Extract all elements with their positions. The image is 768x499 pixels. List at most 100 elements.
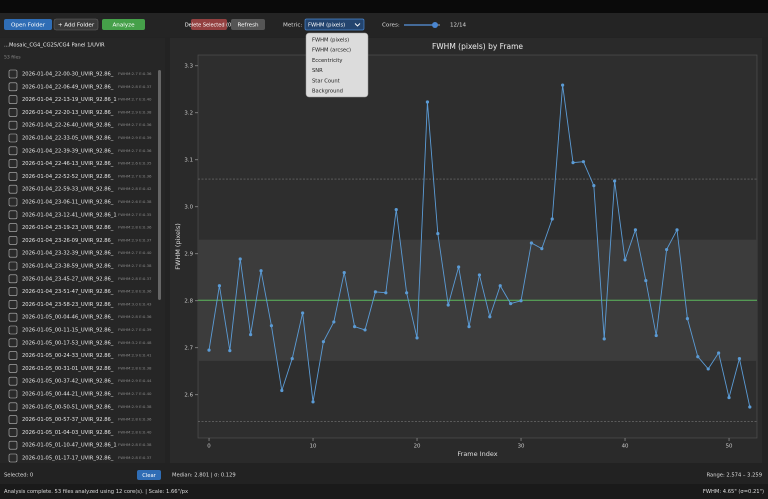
file-name[interactable]: 2026-01-05_00-37-42_UVIR_92.86_ bbox=[22, 379, 114, 385]
file-name[interactable]: 2026-01-04_22-06-49_UVIR_92.86_ bbox=[22, 84, 114, 90]
file-meta: FWHM:2.9 E:0.38 bbox=[118, 109, 152, 114]
data-point bbox=[509, 301, 513, 306]
toolbar-button[interactable] bbox=[4, 19, 52, 30]
file-checkbox[interactable] bbox=[8, 428, 18, 437]
data-point bbox=[540, 247, 544, 251]
file-checkbox[interactable] bbox=[8, 223, 18, 232]
file-name[interactable]: 2026-01-04_22-52-52_UVIR_92.86_ bbox=[22, 174, 114, 180]
data-point bbox=[217, 284, 222, 288]
file-checkbox[interactable] bbox=[8, 82, 18, 92]
file-checkbox[interactable] bbox=[8, 261, 18, 271]
file-checkbox[interactable] bbox=[8, 300, 18, 309]
dropdown-option[interactable]: Star Count bbox=[312, 78, 340, 84]
toolbar-button[interactable] bbox=[102, 19, 145, 30]
file-checkbox[interactable] bbox=[8, 440, 18, 450]
file-name[interactable]: 2026-01-04_22-13-19_UVIR_92.86_1 bbox=[22, 97, 117, 103]
data-point bbox=[342, 270, 346, 275]
file-panel bbox=[0, 38, 165, 463]
cores-slider-knob[interactable] bbox=[432, 22, 438, 28]
metric-select[interactable] bbox=[304, 18, 365, 31]
file-meta: FWHM:2.7 E:0.38 bbox=[118, 263, 152, 268]
file-name[interactable]: 2026-01-04_22-33-05_UVIR_92.86_ bbox=[22, 136, 114, 142]
file-name[interactable]: 2026-01-05_00-31-01_UVIR_92.86_ bbox=[22, 366, 114, 372]
data-point bbox=[644, 278, 648, 283]
file-name[interactable]: 2026-01-04_22-20-13_UVIR_92.86_ bbox=[22, 110, 114, 116]
data-point bbox=[592, 184, 596, 188]
file-name[interactable]: 2026-01-05_00-57-37_UVIR_92.86_ bbox=[22, 417, 114, 423]
data-point bbox=[519, 299, 523, 303]
file-checkbox[interactable] bbox=[8, 248, 18, 258]
dropdown-option[interactable]: FWHM (arcsec) bbox=[312, 48, 351, 54]
file-checkbox[interactable] bbox=[8, 312, 18, 322]
file-name[interactable]: 2026-01-04_23-45-27_UVIR_92.86_ bbox=[22, 276, 114, 282]
file-name[interactable]: 2026-01-04_23-51-47_UVIR_92.86_ bbox=[22, 289, 114, 295]
dropdown-option[interactable]: FWHM (pixels) bbox=[312, 38, 349, 44]
x-tick-label: 20 bbox=[414, 444, 421, 450]
file-name[interactable]: 2026-01-04_22-59-33_UVIR_92.86_ bbox=[22, 187, 114, 193]
file-name[interactable]: 2026-01-05_00-24-33_UVIR_92.86_ bbox=[22, 353, 114, 359]
file-checkbox[interactable] bbox=[8, 95, 18, 104]
file-checkbox[interactable] bbox=[8, 338, 18, 348]
file-name[interactable]: 2026-01-05_00-50-51_UVIR_92.86_ bbox=[22, 404, 114, 410]
data-point bbox=[561, 83, 565, 87]
dropdown-option[interactable]: Background bbox=[312, 89, 343, 95]
file-name[interactable]: 2026-01-05_00-17-53_UVIR_92.86_ bbox=[22, 340, 114, 346]
data-point bbox=[696, 355, 700, 359]
file-name[interactable]: 2026-01-04_23-12-41_UVIR_92.86_1 bbox=[22, 212, 117, 218]
file-checkbox[interactable] bbox=[8, 351, 18, 360]
file-name[interactable]: 2026-01-04_22-46-13_UVIR_92.86_ bbox=[22, 161, 114, 167]
file-meta: FWHM:2.8 E:0.37 bbox=[118, 276, 152, 281]
file-checkbox[interactable] bbox=[8, 364, 18, 373]
file-checkbox[interactable] bbox=[8, 376, 18, 386]
file-checkbox[interactable] bbox=[8, 236, 18, 245]
file-name[interactable]: 2026-01-05_00-44-21_UVIR_92.86_ bbox=[22, 392, 114, 398]
file-checkbox[interactable] bbox=[8, 415, 18, 424]
file-checkbox[interactable] bbox=[8, 210, 18, 220]
y-tick-label: 3.2 bbox=[184, 110, 193, 116]
file-meta: FWHM:2.7 E:0.36 bbox=[118, 122, 152, 127]
file-checkbox[interactable] bbox=[8, 274, 18, 284]
file-checkbox[interactable] bbox=[8, 287, 18, 296]
file-name[interactable]: 2026-01-05_00-04-46_UVIR_92.86_ bbox=[22, 315, 114, 321]
file-checkbox[interactable] bbox=[8, 453, 18, 463]
file-name[interactable]: 2026-01-04_22-26-40_UVIR_92.86_ bbox=[22, 123, 114, 129]
file-checkbox[interactable] bbox=[8, 197, 18, 207]
file-name[interactable]: 2026-01-05_01-17-17_UVIR_92.86_ bbox=[22, 456, 114, 462]
file-meta: FWHM:2.8 E:0.40 bbox=[118, 429, 152, 434]
clear-button[interactable] bbox=[137, 470, 161, 480]
file-name[interactable]: 2026-01-04_23-58-23_UVIR_92.86_ bbox=[22, 302, 114, 308]
dropdown-option[interactable]: SNR bbox=[312, 68, 323, 74]
file-checkbox[interactable] bbox=[8, 133, 18, 143]
toolbar-button[interactable] bbox=[191, 19, 227, 30]
file-name[interactable]: 2026-01-05_00-11-15_UVIR_92.86_ bbox=[22, 328, 114, 334]
chart-range: Range: 2.574 – 3.259 bbox=[707, 473, 762, 479]
y-tick-label: 3.3 bbox=[184, 63, 193, 69]
file-checkbox[interactable] bbox=[8, 108, 18, 117]
data-point bbox=[436, 231, 440, 236]
file-checkbox[interactable] bbox=[8, 69, 18, 79]
file-name[interactable]: 2026-01-04_23-26-09_UVIR_92.86_ bbox=[22, 238, 114, 244]
toolbar-button[interactable] bbox=[53, 18, 99, 31]
file-checkbox[interactable] bbox=[8, 402, 18, 412]
file-name[interactable]: 2026-01-05_01-04-03_UVIR_92.86_ bbox=[22, 430, 114, 436]
toolbar-button[interactable] bbox=[231, 19, 265, 30]
file-name[interactable]: 2026-01-04_22-39-39_UVIR_92.86_ bbox=[22, 148, 114, 154]
file-checkbox[interactable] bbox=[8, 325, 18, 335]
data-point bbox=[675, 228, 679, 232]
file-checkbox[interactable] bbox=[8, 389, 18, 399]
file-checkbox[interactable] bbox=[8, 146, 18, 156]
dropdown-option[interactable]: Eccentricity bbox=[312, 58, 342, 64]
file-name[interactable]: 2026-01-04_23-32-39_UVIR_92.86_ bbox=[22, 251, 114, 257]
file-name[interactable]: 2026-01-04_23-38-59_UVIR_92.86_ bbox=[22, 264, 114, 270]
file-name[interactable]: 2026-01-04_23-06-11_UVIR_92.86_ bbox=[22, 200, 114, 206]
file-name[interactable]: 2026-01-04_22-00-30_UVIR_92.86_ bbox=[22, 72, 114, 78]
x-tick-label: 50 bbox=[726, 444, 733, 450]
file-checkbox[interactable] bbox=[8, 120, 18, 130]
file-checkbox[interactable] bbox=[8, 184, 18, 194]
file-meta: FWHM:2.7 E:0.35 bbox=[118, 212, 152, 217]
file-checkbox[interactable] bbox=[8, 172, 18, 181]
file-name[interactable]: 2026-01-05_01-10-47_UVIR_92.86_1 bbox=[22, 443, 117, 449]
file-name[interactable]: 2026-01-04_23-19-23_UVIR_92.86_ bbox=[22, 225, 114, 231]
file-checkbox[interactable] bbox=[8, 159, 18, 168]
